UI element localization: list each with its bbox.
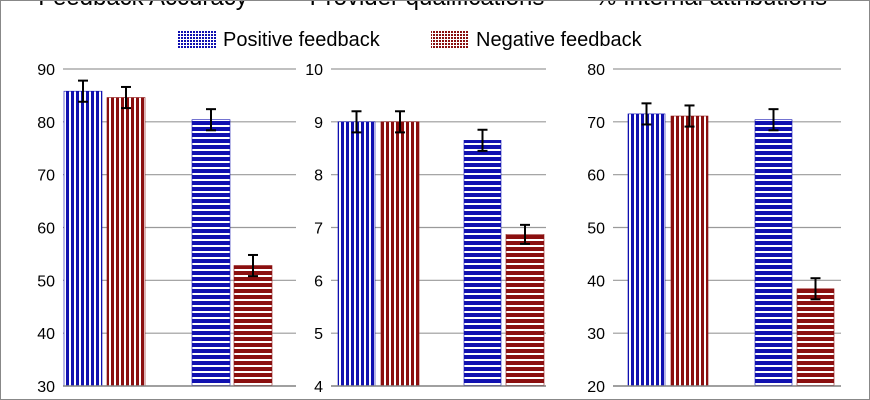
chart-title: Feedback Accuracy xyxy=(38,1,247,11)
y-tick-label: 80 xyxy=(587,62,605,79)
error-bar xyxy=(810,277,821,301)
y-tick-label: 30 xyxy=(37,379,55,396)
legend: Positive feedback Negative feedback xyxy=(178,29,643,51)
error-bar xyxy=(641,102,652,126)
y-tick-label: 4 xyxy=(314,379,323,396)
bar-negative-group2 xyxy=(233,265,273,387)
chart-title: Provider qualifications xyxy=(310,1,545,11)
chart-title: % Internal attributions xyxy=(595,1,827,11)
y-tick-label: 60 xyxy=(587,168,605,185)
legend-label-positive: Positive feedback xyxy=(223,29,381,51)
bar-negative-group2 xyxy=(796,288,835,387)
error-bar xyxy=(684,104,695,128)
y-tick-label: 6 xyxy=(314,273,323,290)
bar-positive-group1 xyxy=(627,113,666,387)
chart-panel-2: Provider qualifications 4 5 6 7 8 9 10 xyxy=(305,1,546,396)
y-tick-label: 10 xyxy=(305,62,323,79)
error-bar xyxy=(121,85,131,110)
error-bar xyxy=(248,253,258,278)
error-bar xyxy=(768,108,779,132)
bar-positive-group2 xyxy=(191,119,231,387)
y-tick-label: 70 xyxy=(37,168,55,185)
error-bar xyxy=(351,110,362,134)
y-tick-label: 8 xyxy=(314,168,323,185)
legend-label-negative: Negative feedback xyxy=(476,29,643,51)
legend-swatch-positive xyxy=(178,30,216,48)
error-bar xyxy=(477,128,488,152)
bar-positive-group2 xyxy=(463,140,502,387)
error-bar xyxy=(395,110,405,134)
y-tick-label: 50 xyxy=(587,221,605,238)
y-tick-label: 9 xyxy=(314,115,323,132)
bar-negative-group1 xyxy=(106,97,146,387)
bar-positive-group1 xyxy=(63,90,103,387)
y-tick-label: 80 xyxy=(37,115,55,132)
bar-negative-group1 xyxy=(380,121,420,387)
legend-swatch-negative xyxy=(431,30,469,48)
y-tick-label: 40 xyxy=(37,326,55,343)
error-bar xyxy=(206,108,216,132)
error-bar xyxy=(78,79,88,103)
bar-negative-group1 xyxy=(670,115,709,387)
chart-panel-3: % Internal attributions 20 30 40 50 60 70 80 xyxy=(587,1,841,396)
y-tick-label: 70 xyxy=(587,115,605,132)
y-tick-label: 40 xyxy=(587,273,605,290)
y-tick-label: 50 xyxy=(37,273,55,290)
y-tick-label: 60 xyxy=(37,221,55,238)
error-bar xyxy=(520,223,530,245)
y-tick-label: 90 xyxy=(37,62,55,79)
y-tick-label: 7 xyxy=(314,221,323,238)
bar-positive-group2 xyxy=(754,119,793,387)
y-tick-label: 20 xyxy=(587,379,605,396)
chart-panel-1: Feedback Accuracy 30 40 50 60 70 80 90 xyxy=(37,1,296,396)
bar-positive-group1 xyxy=(337,121,376,387)
y-tick-label: 30 xyxy=(587,326,605,343)
y-tick-label: 5 xyxy=(314,326,323,343)
bar-negative-group2 xyxy=(505,234,545,387)
